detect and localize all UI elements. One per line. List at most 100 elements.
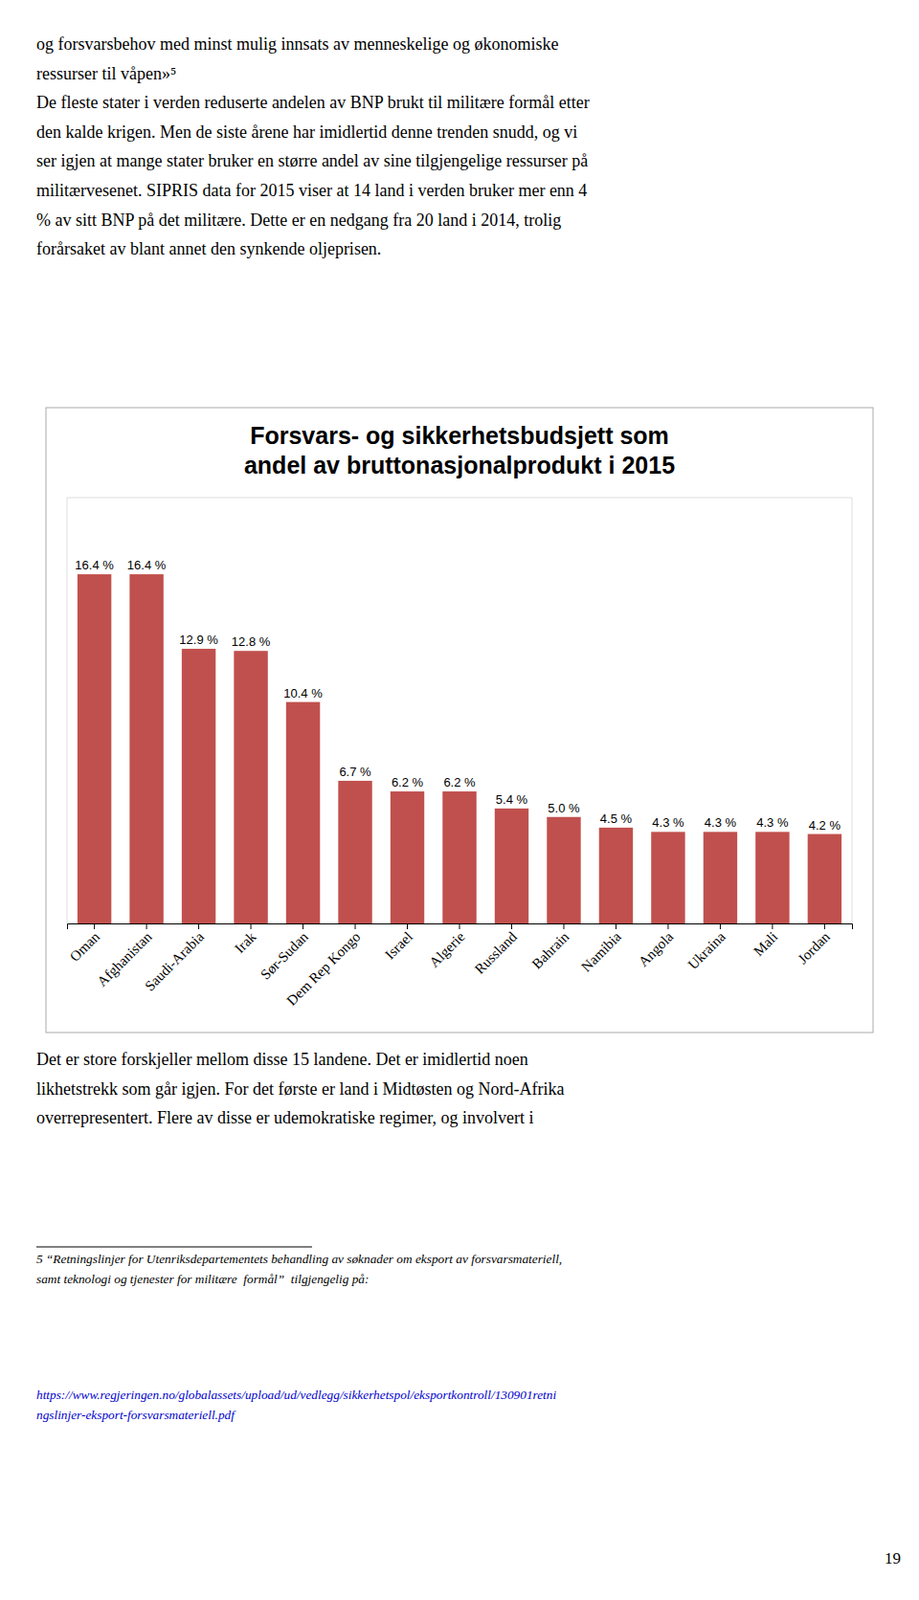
plot-frame <box>67 497 852 924</box>
x-tick-mark <box>146 923 148 930</box>
x-tick-label: Sør-Sudan <box>257 928 312 983</box>
text-above-line: ressurser til våpen»⁵ <box>36 64 177 84</box>
footnote-rule <box>36 1247 313 1249</box>
data-label: 12.9 % <box>179 632 219 648</box>
x-tick: Ukraina <box>684 923 729 973</box>
text-above-line: % av sitt BNP på det militære. Dette er … <box>36 210 561 230</box>
x-tick-mark <box>250 923 252 930</box>
text-above-line: og forsvarsbehov med minst mulig innsats… <box>36 34 559 54</box>
x-tick: Angola <box>635 923 677 970</box>
footnote-url-line: ngslinjer-eksport-forsvarsmateriell.pdf <box>36 1408 237 1423</box>
x-tick-label: Dem Rep Kongo <box>283 929 363 1009</box>
bar <box>233 650 268 924</box>
page: og forsvarsbehov med minst mulig innsats… <box>0 0 919 1600</box>
x-tick: Namibia <box>578 923 625 975</box>
x-tick-mark <box>198 923 200 930</box>
x-tick-mark <box>719 923 721 930</box>
data-label: 4.3 % <box>651 815 685 830</box>
data-label: 4.2 % <box>808 818 842 833</box>
data-label: 6.7 % <box>338 764 372 780</box>
bar <box>703 831 738 924</box>
x-tick: Jordan <box>794 923 833 967</box>
footnote-line: samt teknologi og tjenester for militære… <box>36 1272 369 1287</box>
bar <box>755 831 789 924</box>
x-tick: Mali <box>750 923 781 960</box>
footnote-line: 5 “Retningslinjer for Utenriksdepartemen… <box>36 1252 562 1267</box>
bar <box>181 649 216 924</box>
bar <box>650 831 685 924</box>
x-tick: Bahrain <box>529 923 573 973</box>
x-axis: OmanAfghanistanSaudi-ArabiaIrakSør-Sudan… <box>67 923 853 1009</box>
bar <box>337 781 372 924</box>
data-label: 6.2 % <box>391 775 425 790</box>
text-below-line: Det er store forskjeller mellom disse 15… <box>36 1050 529 1070</box>
bar <box>286 702 320 924</box>
x-tick: Dem Rep Kongo <box>283 923 363 1009</box>
text-above: og forsvarsbehov med minst mulig innsats… <box>36 34 590 259</box>
bar <box>546 817 581 924</box>
footnote-url: https://www.regjeringen.no/globalassets/… <box>36 1388 557 1423</box>
bar <box>494 808 529 924</box>
x-tick-label: Russland <box>471 928 521 978</box>
x-tick-label: Mali <box>750 929 781 960</box>
x-tick: Oman <box>67 923 104 965</box>
x-tick: Russland <box>471 923 521 978</box>
x-tick-mark <box>302 923 304 930</box>
text-above-line: De fleste stater i verden reduserte ande… <box>36 92 590 113</box>
data-label: 10.4 % <box>283 686 323 701</box>
x-tick-label: Irak <box>231 928 260 957</box>
x-tick: Algerie <box>425 923 468 971</box>
x-axis-line <box>67 924 853 931</box>
data-label: 12.8 % <box>231 634 271 650</box>
x-tick-label: Namibia <box>578 928 625 975</box>
x-tick-mark <box>406 923 408 930</box>
chart-title-line: Forsvars- og sikkerhetsbudsjett som <box>249 422 670 449</box>
x-tick-label: Saudi-Arabia <box>141 928 207 994</box>
footnote: 5 “Retningslinjer for Utenriksdepartemen… <box>36 1252 562 1287</box>
x-tick-label: Ukraina <box>684 928 729 973</box>
text-above-line: den kalde krigen. Men de siste årene har… <box>36 122 578 142</box>
data-label: 4.3 % <box>704 815 738 830</box>
x-tick-mark <box>667 923 669 930</box>
data-label: 4.3 % <box>756 815 789 830</box>
data-label: 5.0 % <box>547 801 581 816</box>
text-below-line: overrepresentert. Flere av disse er udem… <box>36 1108 535 1128</box>
bar <box>77 574 112 924</box>
bars <box>77 574 842 924</box>
text-above-line: forårsaket av blant annet den synkende o… <box>36 239 382 259</box>
x-tick: Sør-Sudan <box>257 923 312 984</box>
bar <box>599 828 633 924</box>
bar <box>129 574 163 924</box>
bar <box>390 791 425 924</box>
chart-border <box>45 407 874 1033</box>
x-tick-label: Angola <box>635 928 677 970</box>
x-tick-mark <box>615 923 617 930</box>
data-labels: 16.4 % 16.4 % 12.9 % 12.8 % 10.4 % 6.7 % 6.2 %… <box>74 558 841 832</box>
chart-title: Forsvars- og sikkerhetsbudsjett somandel… <box>244 422 675 479</box>
x-tick-mark <box>355 923 357 930</box>
text-below-line: likhetstrekk som går igjen. For det førs… <box>36 1079 564 1099</box>
text-above-line: militærvesenet. SIPRIS data for 2015 vis… <box>36 180 587 201</box>
bar <box>807 834 842 924</box>
x-tick-label: Jordan <box>794 928 833 967</box>
data-label: 4.5 % <box>600 811 633 827</box>
x-tick-mark <box>771 923 773 930</box>
x-tick-label: Algerie <box>425 928 468 970</box>
text-below: Det er store forskjeller mellom disse 15… <box>36 1050 564 1128</box>
data-label: 5.4 % <box>495 792 529 807</box>
page-number: 19 <box>884 1549 901 1569</box>
footnote-url-line: https://www.regjeringen.no/globalassets/… <box>36 1388 557 1403</box>
x-tick-mark <box>93 923 95 930</box>
chart-title-line: andel av bruttonasjonalprodukt i 2015 <box>244 451 675 479</box>
text-above-line: ser igjen at mange stater bruker en stør… <box>36 151 588 171</box>
x-tick-label: Bahrain <box>529 928 573 972</box>
data-label: 16.4 % <box>127 558 167 573</box>
x-tick-label: Oman <box>67 928 104 965</box>
x-tick-label: Israel <box>381 929 416 964</box>
x-tick-mark <box>824 923 826 930</box>
bar <box>442 791 476 924</box>
data-label: 16.4 % <box>74 558 114 573</box>
x-tick: Israel <box>381 923 416 964</box>
x-tick-mark <box>562 923 564 930</box>
x-tick-mark <box>511 923 513 930</box>
